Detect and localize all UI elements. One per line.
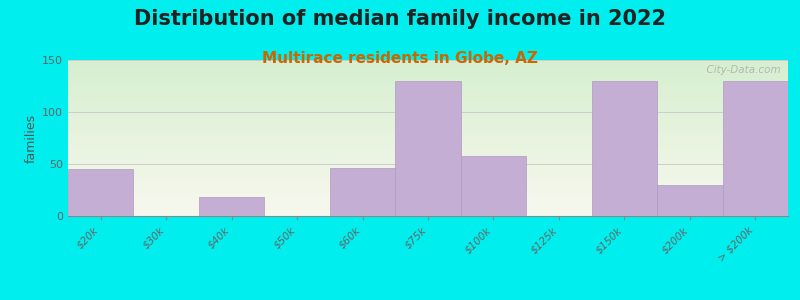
Bar [657, 185, 722, 216]
Bar [395, 81, 461, 216]
Bar [330, 168, 395, 216]
Bar [722, 81, 788, 216]
Y-axis label: families: families [25, 113, 38, 163]
Bar [592, 81, 657, 216]
Bar [199, 197, 264, 216]
Bar [68, 169, 134, 216]
Bar [461, 156, 526, 216]
Text: Multirace residents in Globe, AZ: Multirace residents in Globe, AZ [262, 51, 538, 66]
Text: Distribution of median family income in 2022: Distribution of median family income in … [134, 9, 666, 29]
Text: City-Data.com: City-Data.com [700, 65, 781, 75]
